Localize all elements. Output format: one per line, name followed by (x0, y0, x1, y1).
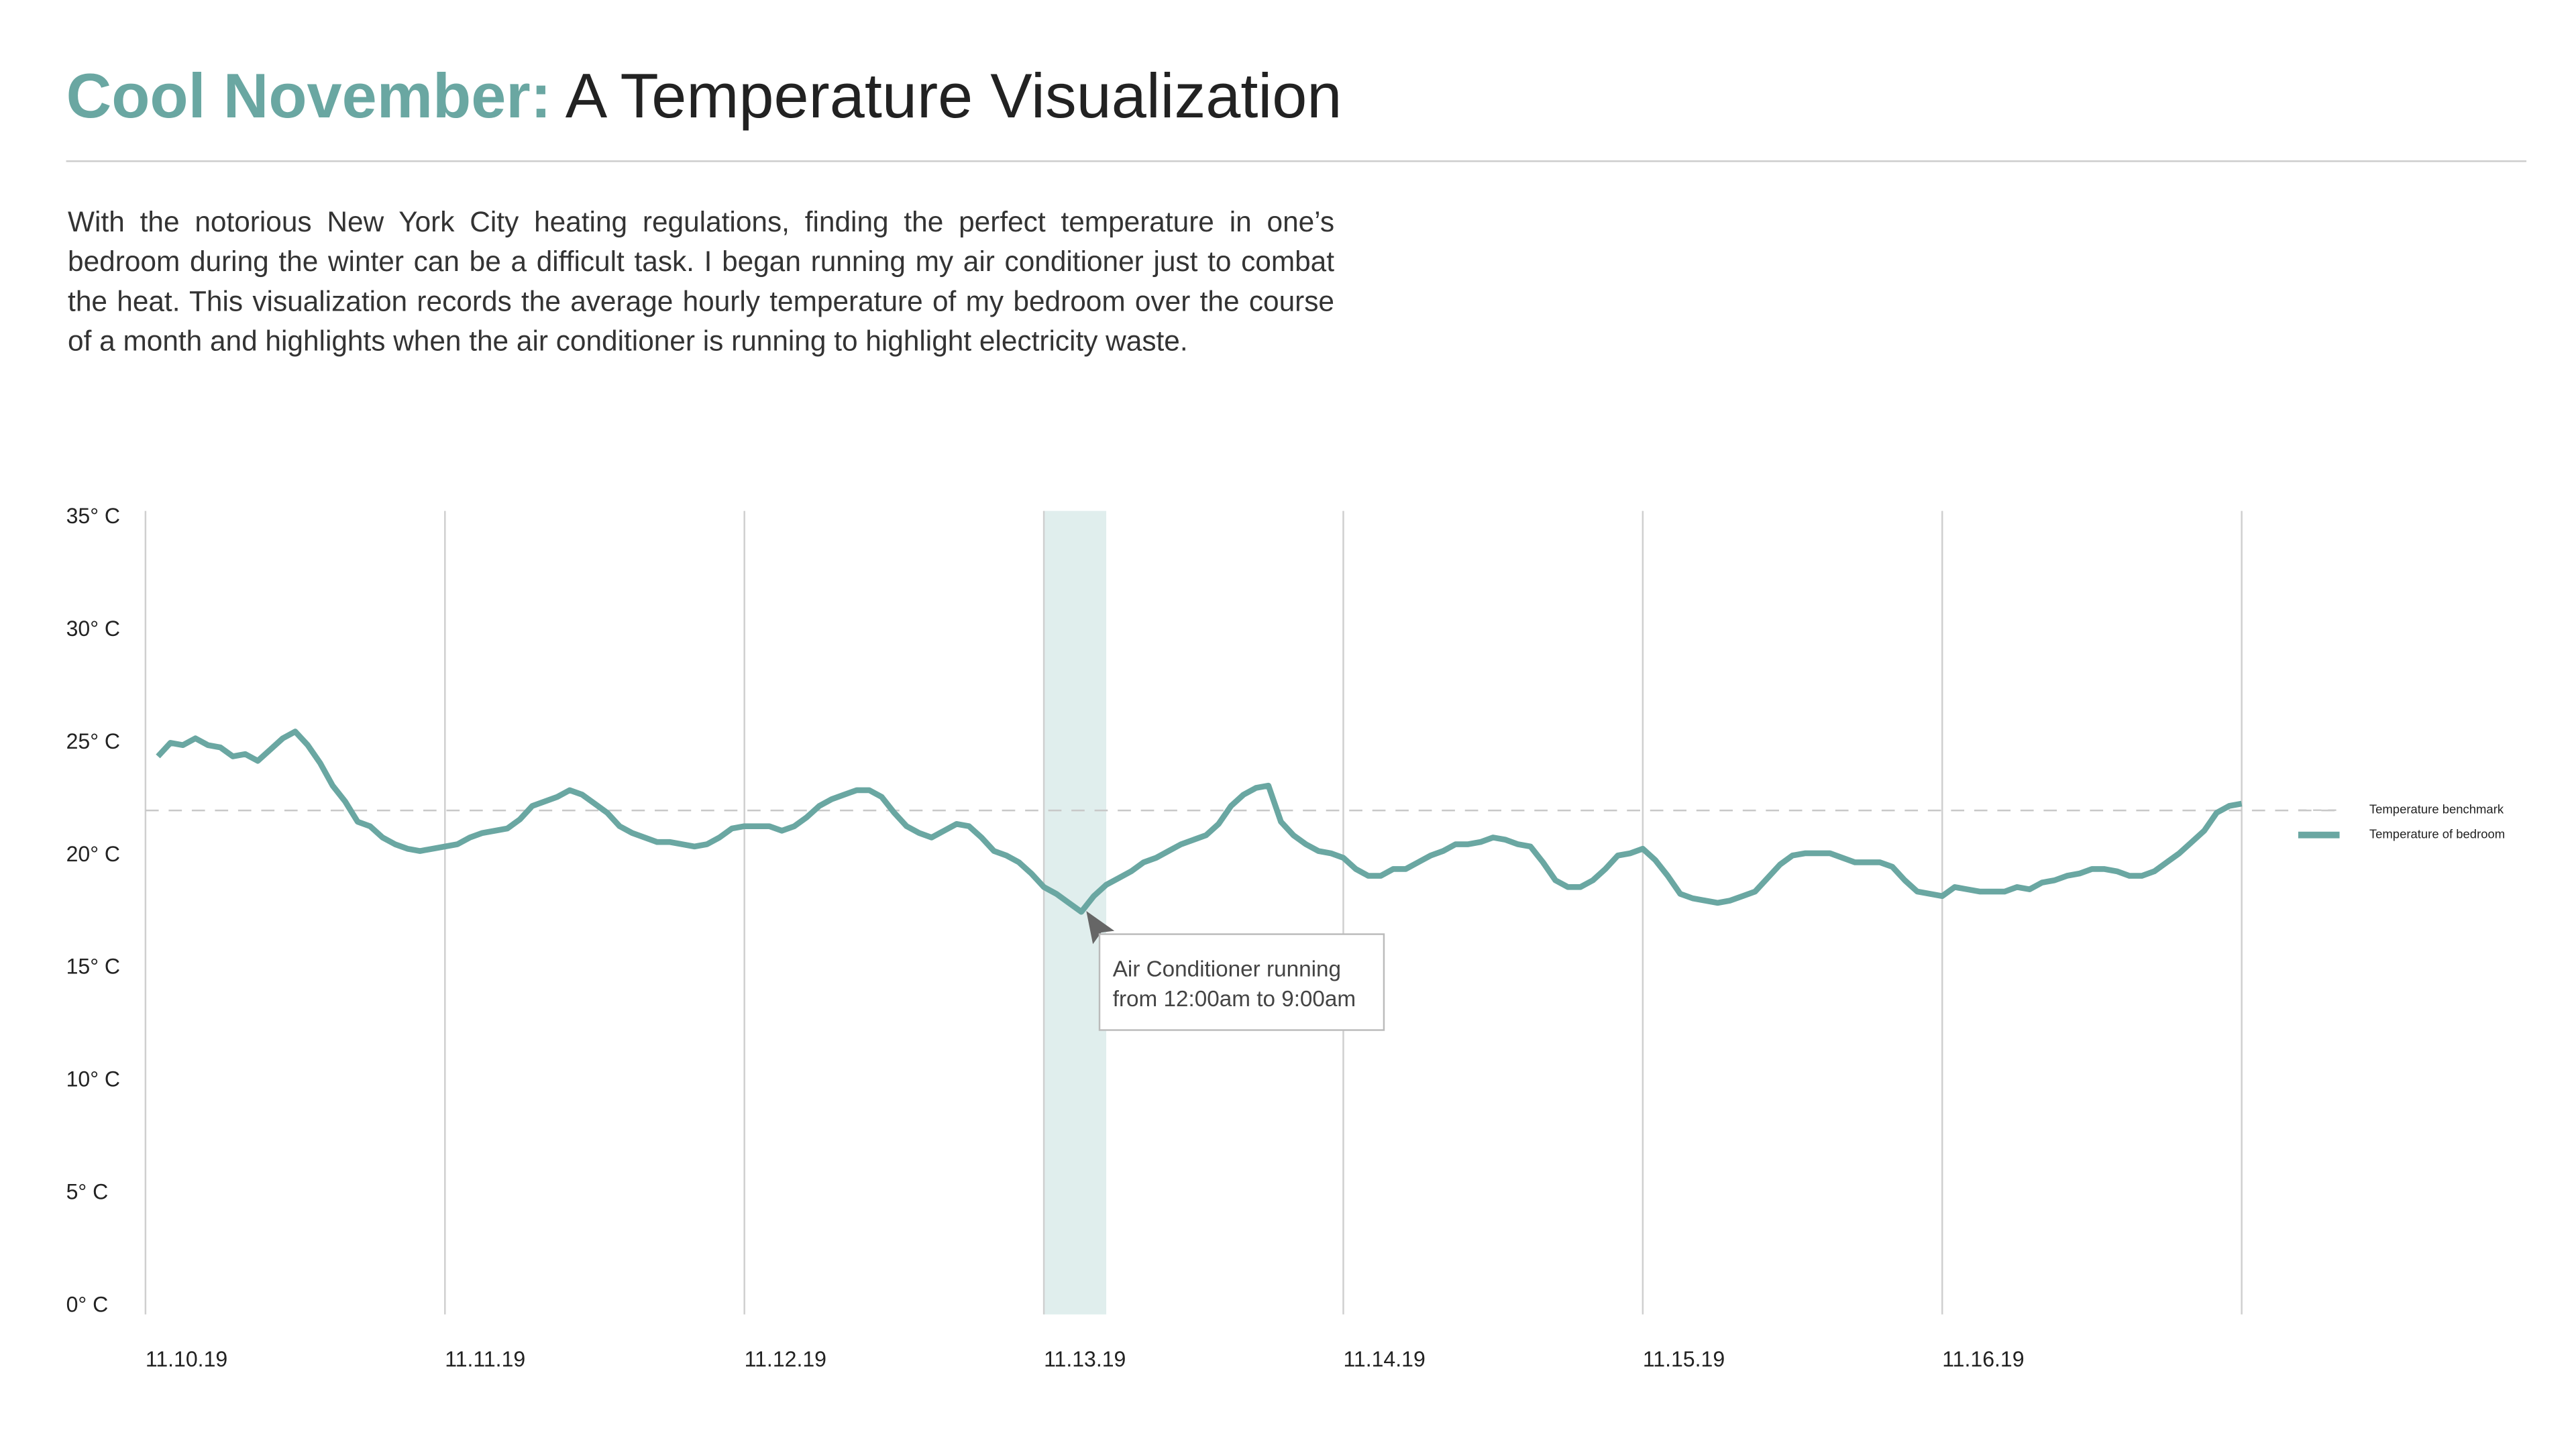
x-tick-label: 11.14.19 (1343, 1347, 1425, 1371)
annotation-box (1098, 933, 1385, 1031)
x-tick-label: 11.13.19 (1044, 1347, 1126, 1371)
x-tick-label: 11.12.19 (745, 1347, 826, 1371)
temperature-line (156, 729, 2243, 915)
y-tick-label: 10° C (66, 1067, 120, 1091)
highlight-band (1044, 511, 1107, 1315)
y-tick-label: 25° C (66, 729, 120, 753)
divider (66, 160, 2527, 162)
legend-label: Temperature of bedroom (2369, 827, 2505, 841)
annotation-line: from 12:00am to 9:00am (1113, 987, 1356, 1012)
background-layer (144, 511, 2340, 1315)
description: With the notorious New York City heating… (68, 205, 1335, 358)
y-tick-label: 0° C (66, 1293, 109, 1317)
cursor-pointer (1086, 911, 1115, 945)
y-tick-label: 35° C (66, 504, 120, 528)
legend-label: Temperature benchmark (2369, 802, 2504, 816)
x-tick-label: 11.10.19 (146, 1347, 227, 1371)
title: Cool November: A Temperature Visualizati… (66, 63, 1342, 134)
x-tick-label: 11.15.19 (1643, 1347, 1725, 1371)
title-emphasis: Cool November: (66, 62, 551, 133)
x-tick-label: 11.16.19 (1942, 1347, 2024, 1371)
annotation-line: Air Conditioner running (1113, 957, 1341, 982)
x-tick-label: 11.11.19 (445, 1347, 525, 1371)
title-text: A Temperature Visualization (565, 62, 1342, 133)
y-tick-label: 30° C (66, 616, 120, 641)
y-tick-label: 20° C (66, 842, 120, 866)
y-tick-label: 5° C (66, 1180, 109, 1204)
foreground-layer: 0° C 5° C 10° C 15° C 20° C 25° C 30° C 35° C 11… (66, 504, 2506, 1371)
y-tick-label: 15° C (66, 955, 120, 979)
